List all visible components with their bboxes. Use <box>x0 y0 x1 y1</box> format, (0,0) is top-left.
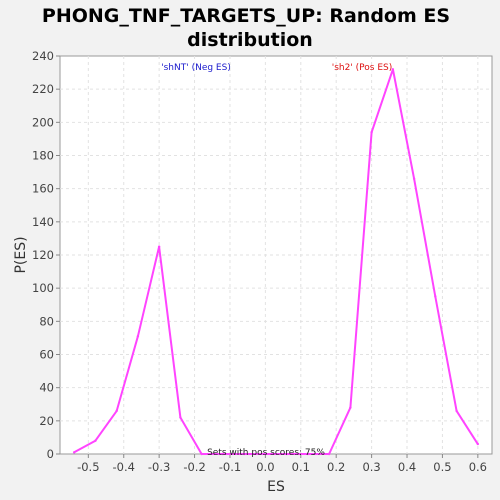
data-point <box>157 245 161 248</box>
chart-title-line-1: PHONG_TNF_TARGETS_UP: Random ES <box>42 5 450 27</box>
x-tick-label: -0.2 <box>183 460 205 474</box>
y-tick-label: 40 <box>39 381 54 395</box>
data-point <box>264 452 267 456</box>
y-axis-ticks: 0 20 40 60 80 100 120 140 160 180 200 220 240 <box>32 49 60 461</box>
x-tick-label: 0.2 <box>327 460 345 474</box>
y-tick-label: 160 <box>32 182 54 196</box>
annotation-neg-es: 'shNT' (Neg ES) <box>161 63 231 73</box>
data-point <box>242 452 246 456</box>
x-tick-label: 0.0 <box>256 460 274 474</box>
data-point <box>434 295 437 298</box>
x-tick-label: -0.3 <box>148 460 170 474</box>
data-point <box>349 406 352 409</box>
x-tick-label: 0.6 <box>469 460 487 474</box>
data-point <box>455 409 458 413</box>
y-tick-label: 140 <box>32 215 54 229</box>
x-tick-label: -0.4 <box>113 460 135 474</box>
data-point <box>72 451 76 454</box>
x-tick-label: -0.5 <box>77 460 99 474</box>
x-axis-ticks: -0.5 -0.4 -0.3 -0.2 -0.1 0.0 0.1 0.2 0.3 0.4 0.5 0.… <box>77 454 487 474</box>
pos-scores-footnote: Sets with pos scores: 75% <box>207 448 325 458</box>
data-point <box>179 416 182 419</box>
y-tick-label: 80 <box>39 314 54 328</box>
y-tick-label: 200 <box>32 115 54 129</box>
y-tick-label: 180 <box>32 149 54 163</box>
y-tick-label: 0 <box>47 447 54 461</box>
data-point <box>327 452 331 456</box>
x-tick-label: 0.4 <box>398 460 416 474</box>
y-tick-label: 60 <box>39 348 54 362</box>
data-point <box>94 439 97 442</box>
data-point <box>200 452 203 456</box>
chart-title-line-2: distribution <box>187 29 313 51</box>
data-point <box>476 442 480 446</box>
data-point <box>285 452 288 456</box>
data-point <box>115 409 118 413</box>
data-point <box>136 335 140 338</box>
es-distribution-points <box>72 68 480 456</box>
y-tick-label: 220 <box>32 82 54 96</box>
data-point <box>221 452 225 456</box>
y-tick-label: 120 <box>32 248 54 262</box>
x-axis-label: ES <box>267 479 285 495</box>
annotation-pos-es: 'sh2' (Pos ES) <box>332 63 393 73</box>
x-tick-label: 0.5 <box>433 460 451 474</box>
es-distribution-line <box>73 68 479 455</box>
y-tick-label: 240 <box>32 49 54 63</box>
x-tick-label: -0.1 <box>219 460 241 474</box>
data-point <box>412 177 416 180</box>
y-axis-label: P(ES) <box>13 236 29 273</box>
y-tick-label: 100 <box>32 281 54 295</box>
grid-lines <box>60 56 492 454</box>
data-point <box>306 452 310 456</box>
data-point <box>391 68 395 71</box>
x-tick-label: 0.3 <box>362 460 380 474</box>
y-tick-label: 20 <box>39 414 54 428</box>
x-tick-label: 0.1 <box>292 460 310 474</box>
data-point <box>370 131 373 134</box>
